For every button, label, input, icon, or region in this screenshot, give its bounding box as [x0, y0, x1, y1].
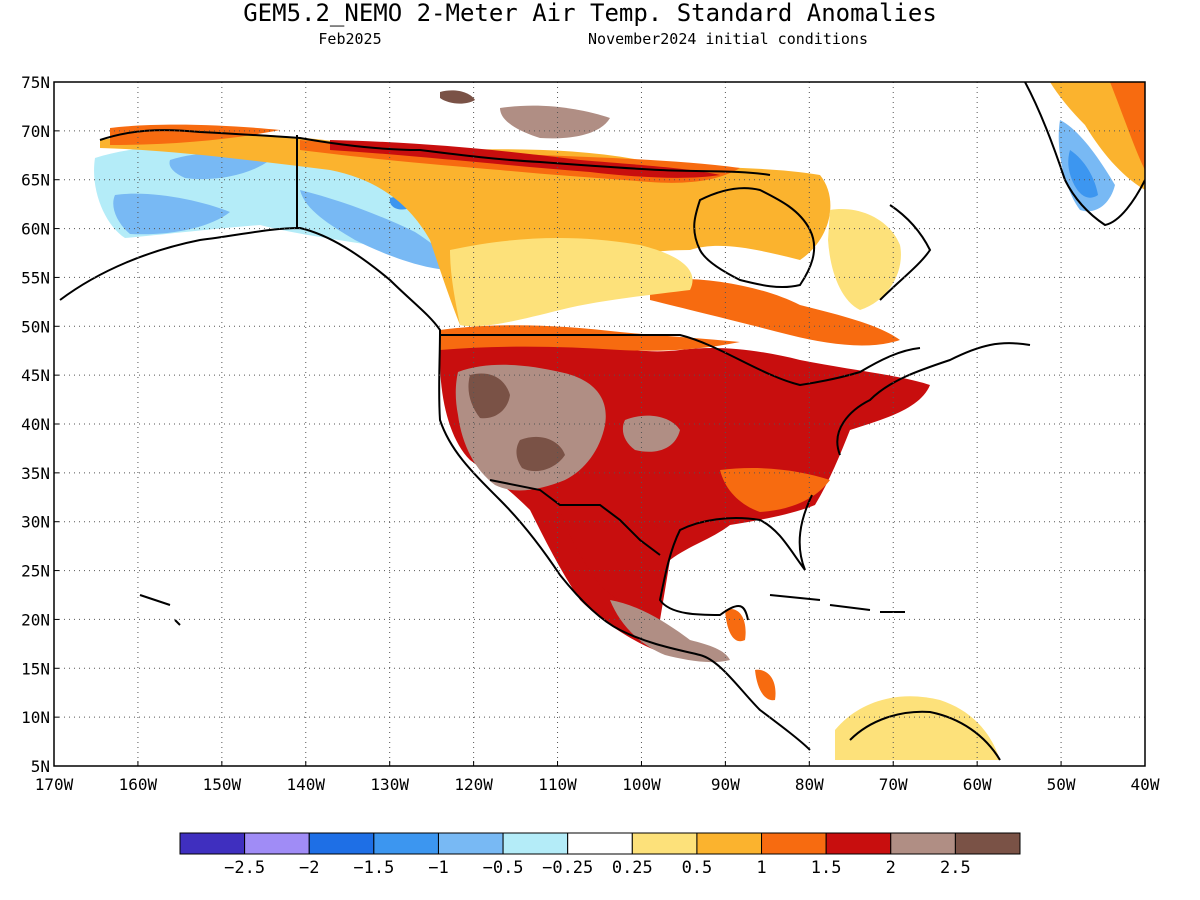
- latitude-tick-label: 35N: [21, 464, 50, 483]
- anomaly-region-canada-orange: [110, 124, 900, 346]
- longitude-tick-label: 120W: [454, 775, 493, 794]
- caribbean-islands: [139, 594, 905, 626]
- map-title: GEM5.2_NEMO 2-Meter Air Temp. Standard A…: [243, 0, 937, 27]
- south-america-coastline: [849, 710, 1001, 761]
- longitude-tick-label: 40W: [1131, 775, 1160, 794]
- latitude-tick-label: 10N: [21, 708, 50, 727]
- anomaly-region-canada-yellow: [450, 209, 901, 327]
- latitude-tick-label: 30N: [21, 513, 50, 532]
- latitude-tick-label: 5N: [31, 757, 50, 776]
- colorbar-tick-label: 0.5: [682, 858, 713, 878]
- longitude-tick-label: 60W: [963, 775, 992, 794]
- latitude-tick-label: 70N: [21, 122, 50, 141]
- longitude-tick-label: 80W: [795, 775, 824, 794]
- anomaly-region-arctic-brown-dark: [440, 90, 475, 104]
- anomaly-region-west-orange-edge: [440, 325, 830, 512]
- latitude-tick-label: 25N: [21, 562, 50, 581]
- us-mexico-border: [489, 479, 661, 556]
- colorbar-tick-label: −1: [428, 858, 448, 878]
- colorbar-swatch: [502, 832, 569, 855]
- colorbar-swatch: [437, 832, 504, 855]
- map-plot-area: 75N 70N 65N 60N 55N 50N 45N 40N 35N 30N 25N 20N 15N 1…: [21, 73, 1160, 794]
- anomaly-region-greenland-blue: [1058, 120, 1115, 212]
- longitude-axis: 170W 160W 150W 140W 130W 120W 110W 100W 90W 80W 70…: [35, 761, 1160, 794]
- latitude-tick-label: 50N: [21, 317, 50, 336]
- colorbar-swatch: [244, 832, 310, 855]
- anomaly-region-greenland-orange: [1110, 82, 1145, 170]
- colorbar-tick-label: 1.5: [811, 858, 842, 878]
- colorbar-swatch: [890, 832, 956, 855]
- colorbar-tick-label: −2.5: [224, 858, 265, 878]
- longitude-tick-label: 70W: [879, 775, 908, 794]
- colorbar-tick-label: 2: [886, 858, 896, 878]
- valid-month-label: Feb2025: [318, 30, 381, 48]
- longitude-tick-label: 90W: [711, 775, 740, 794]
- longitude-tick-label: 170W: [35, 775, 74, 794]
- longitude-tick-label: 150W: [203, 775, 242, 794]
- colorbar-tick-label: 1: [756, 858, 766, 878]
- anomaly-region-west-brown-light: [455, 364, 680, 491]
- longitude-tick-label: 50W: [1047, 775, 1076, 794]
- anomaly-region-arctic-brown: [500, 105, 610, 139]
- latitude-tick-label: 65N: [21, 171, 50, 190]
- us-canada-border: [440, 334, 921, 387]
- graticule: [54, 82, 1145, 766]
- latitude-tick-label: 40N: [21, 415, 50, 434]
- latitude-tick-label: 55N: [21, 268, 50, 287]
- colorbar-swatch: [308, 832, 375, 855]
- anomaly-shading: [94, 82, 1145, 760]
- colorbar-tick-label: −0.25: [542, 858, 593, 878]
- colorbar-swatch: [825, 832, 892, 855]
- colorbar-swatch: [696, 832, 763, 855]
- longitude-tick-label: 100W: [622, 775, 661, 794]
- latitude-axis: 75N 70N 65N 60N 55N 50N 45N 40N 35N 30N 25N 20N 15N 1…: [21, 73, 59, 776]
- latitude-tick-label: 75N: [21, 73, 50, 92]
- init-conditions-label: November2024 initial conditions: [588, 30, 868, 48]
- anomaly-colorbar: −2.5 −2 −1.5 −1 −0.5 −0.25 0.25 0.5 1 1.5 2 2.5: [179, 832, 1021, 878]
- latitude-tick-label: 60N: [21, 220, 50, 239]
- colorbar-swatch: [179, 832, 246, 855]
- longitude-tick-label: 130W: [370, 775, 409, 794]
- north-america-coastline: [59, 129, 1031, 751]
- greenland-coastline: [1024, 82, 1145, 227]
- anomaly-region-greenland-dark-blue: [1068, 150, 1098, 198]
- longitude-tick-label: 140W: [287, 775, 326, 794]
- colorbar-tick-label: −2: [299, 858, 319, 878]
- colorbar-tick-label: 0.25: [612, 858, 653, 878]
- colorbar-tick-label: −0.5: [483, 858, 524, 878]
- colorbar-swatch: [761, 832, 827, 855]
- anomaly-region-south-america-yellow: [835, 696, 1000, 760]
- latitude-tick-label: 15N: [21, 659, 50, 678]
- anomaly-region-centam-orange: [725, 609, 776, 701]
- colorbar-swatch: [567, 832, 633, 855]
- anomaly-region-alaska-mid-blue: [113, 153, 450, 270]
- anomaly-region-west-brown-dark: [468, 373, 565, 472]
- anomaly-region-mexico-brown: [610, 600, 730, 663]
- colorbar-swatch: [954, 832, 1021, 855]
- colorbar-tick-label: 2.5: [940, 858, 971, 878]
- longitude-tick-label: 110W: [538, 775, 577, 794]
- coastlines: [59, 82, 1145, 761]
- latitude-tick-label: 20N: [21, 610, 50, 629]
- colorbar-swatch: [631, 832, 698, 855]
- latitude-tick-label: 45N: [21, 366, 50, 385]
- longitude-tick-label: 160W: [119, 775, 158, 794]
- colorbar-tick-label: −1.5: [353, 858, 394, 878]
- colorbar-swatch: [373, 832, 439, 855]
